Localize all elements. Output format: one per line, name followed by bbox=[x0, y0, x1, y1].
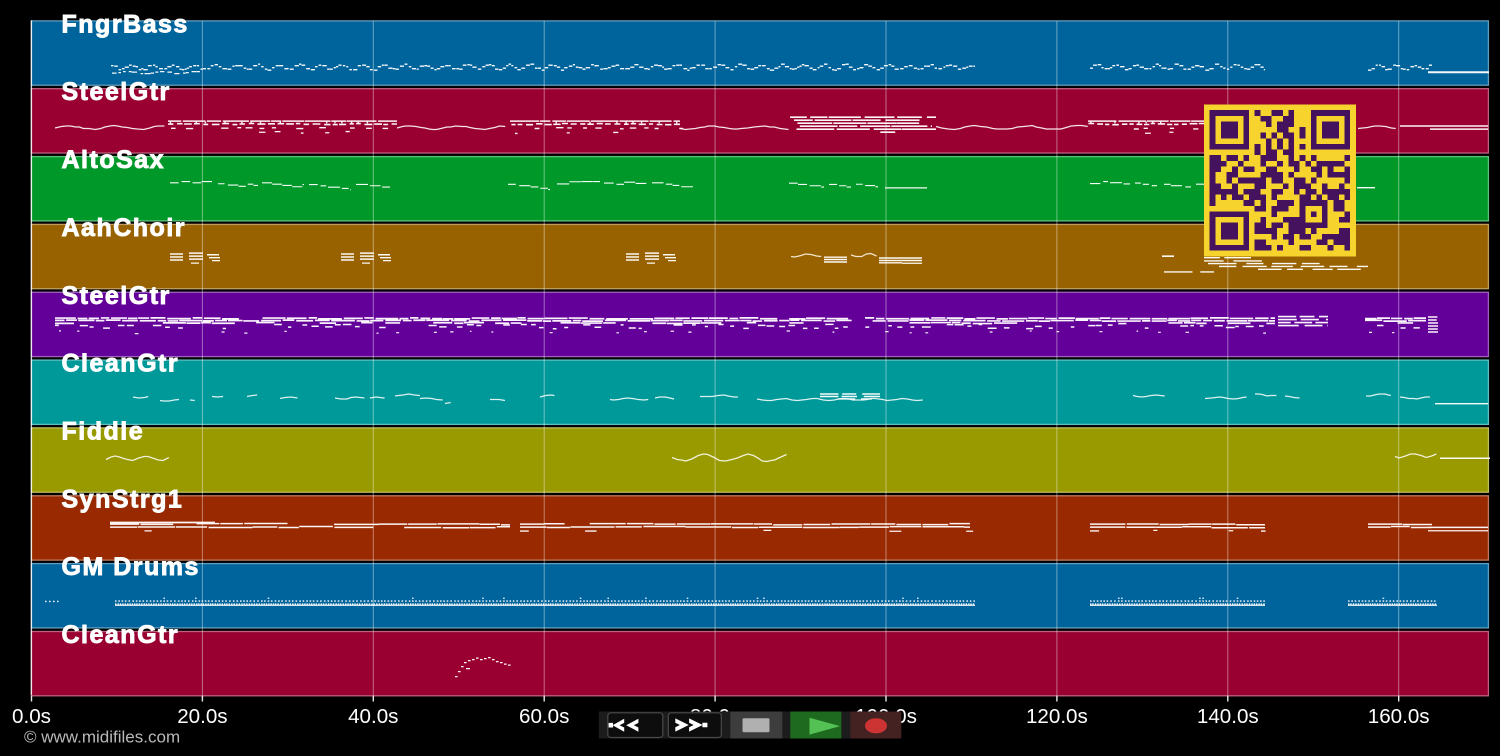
svg-text:AltoSax: AltoSax bbox=[62, 146, 166, 174]
svg-text:160.0s: 160.0s bbox=[1368, 705, 1430, 728]
svg-text:AahChoir: AahChoir bbox=[62, 214, 187, 242]
svg-text:120.0s: 120.0s bbox=[1026, 705, 1088, 728]
svg-text:SteelGtr: SteelGtr bbox=[62, 78, 171, 106]
svg-text:FngrBass: FngrBass bbox=[62, 10, 189, 38]
svg-text:Fiddle: Fiddle bbox=[62, 417, 145, 445]
svg-text:20.0s: 20.0s bbox=[177, 705, 227, 728]
svg-text:© www.midifiles.com: © www.midifiles.com bbox=[24, 728, 180, 747]
svg-text:60.0s: 60.0s bbox=[519, 705, 569, 728]
svg-text:GM Drums: GM Drums bbox=[62, 553, 200, 581]
svg-text:40.0s: 40.0s bbox=[348, 705, 398, 728]
svg-text:CleanGtr: CleanGtr bbox=[62, 350, 180, 378]
svg-text:SynStrg1: SynStrg1 bbox=[62, 485, 184, 513]
svg-text:CleanGtr: CleanGtr bbox=[62, 621, 180, 649]
svg-text:SteelGtr: SteelGtr bbox=[62, 282, 171, 310]
svg-text:0.0s: 0.0s bbox=[12, 705, 51, 728]
svg-text:140.0s: 140.0s bbox=[1197, 705, 1259, 728]
